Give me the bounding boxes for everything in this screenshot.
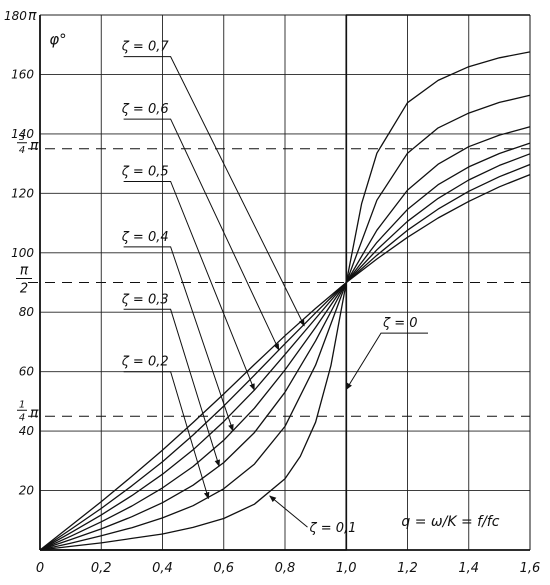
y-tick-label: 100: [11, 246, 34, 260]
x-tick-label: 0,8: [275, 561, 296, 576]
reference-label-denominator: 2: [20, 282, 28, 297]
series-line: [39, 173, 531, 551]
y-tick-label: 140: [11, 127, 34, 141]
x-tick-label: 0,2: [91, 561, 112, 576]
curve-label: ζ = 0,6: [121, 102, 169, 117]
curve-label-arrow: [123, 181, 255, 391]
x-tick-label: 1,2: [397, 561, 418, 576]
curve-label-arrow: [123, 308, 220, 467]
x-axis-label: q = ω/K = f/fc: [401, 514, 499, 530]
y-tick-label: 60: [19, 365, 35, 379]
curve-label-arrow: [269, 495, 308, 528]
y-tick-label: 20: [19, 484, 35, 498]
curve-label: ζ = 0,1: [309, 521, 357, 536]
reference-label-denominator: 4: [19, 145, 25, 156]
series-line: [39, 142, 531, 551]
x-tick-label: 0,6: [213, 561, 234, 576]
curve-label-arrow: [123, 371, 210, 500]
y-tick-label-180: 180: [4, 9, 27, 23]
curve-label: ζ = 0,7: [121, 40, 170, 55]
curve-label-arrow: [123, 56, 305, 327]
reference-label-pi: π: [30, 138, 39, 154]
curve-label-arrow: [123, 118, 280, 351]
curve-label: ζ = 0: [382, 316, 418, 331]
reference-label-pi: π: [30, 405, 39, 421]
y-tick-label: 120: [11, 186, 34, 200]
x-tick-label: 1,4: [458, 561, 479, 576]
reference-label-numerator: π: [20, 263, 29, 279]
reference-label-denominator: 4: [19, 412, 25, 423]
x-tick-label: 1,0: [336, 561, 357, 576]
series-line: [39, 163, 531, 551]
y-tick-label: 160: [11, 67, 34, 81]
y-axis-label: φ°: [49, 31, 66, 49]
series-line: [39, 153, 531, 551]
curve-label: ζ = 0,4: [121, 230, 169, 245]
curve-label: ζ = 0,3: [121, 292, 169, 307]
series-line: [39, 94, 531, 551]
y-tick-label: 80: [19, 305, 35, 319]
reference-label-numerator: 1: [19, 399, 25, 410]
x-tick-label: 1,6: [520, 561, 541, 576]
x-tick-label: 0,4: [152, 561, 173, 576]
reference-label-numerator: 3: [19, 132, 25, 143]
series-line: [39, 126, 531, 551]
series-line: [39, 51, 531, 551]
curve-label: ζ = 0,2: [121, 355, 169, 370]
curve-label-arrow: [345, 332, 428, 391]
y-top-pi-label: π: [28, 8, 37, 24]
curve-label: ζ = 0,5: [121, 165, 169, 180]
curve-label-arrow: [123, 246, 234, 432]
x-tick-label: 0: [36, 561, 44, 576]
y-tick-label: 40: [19, 424, 35, 438]
